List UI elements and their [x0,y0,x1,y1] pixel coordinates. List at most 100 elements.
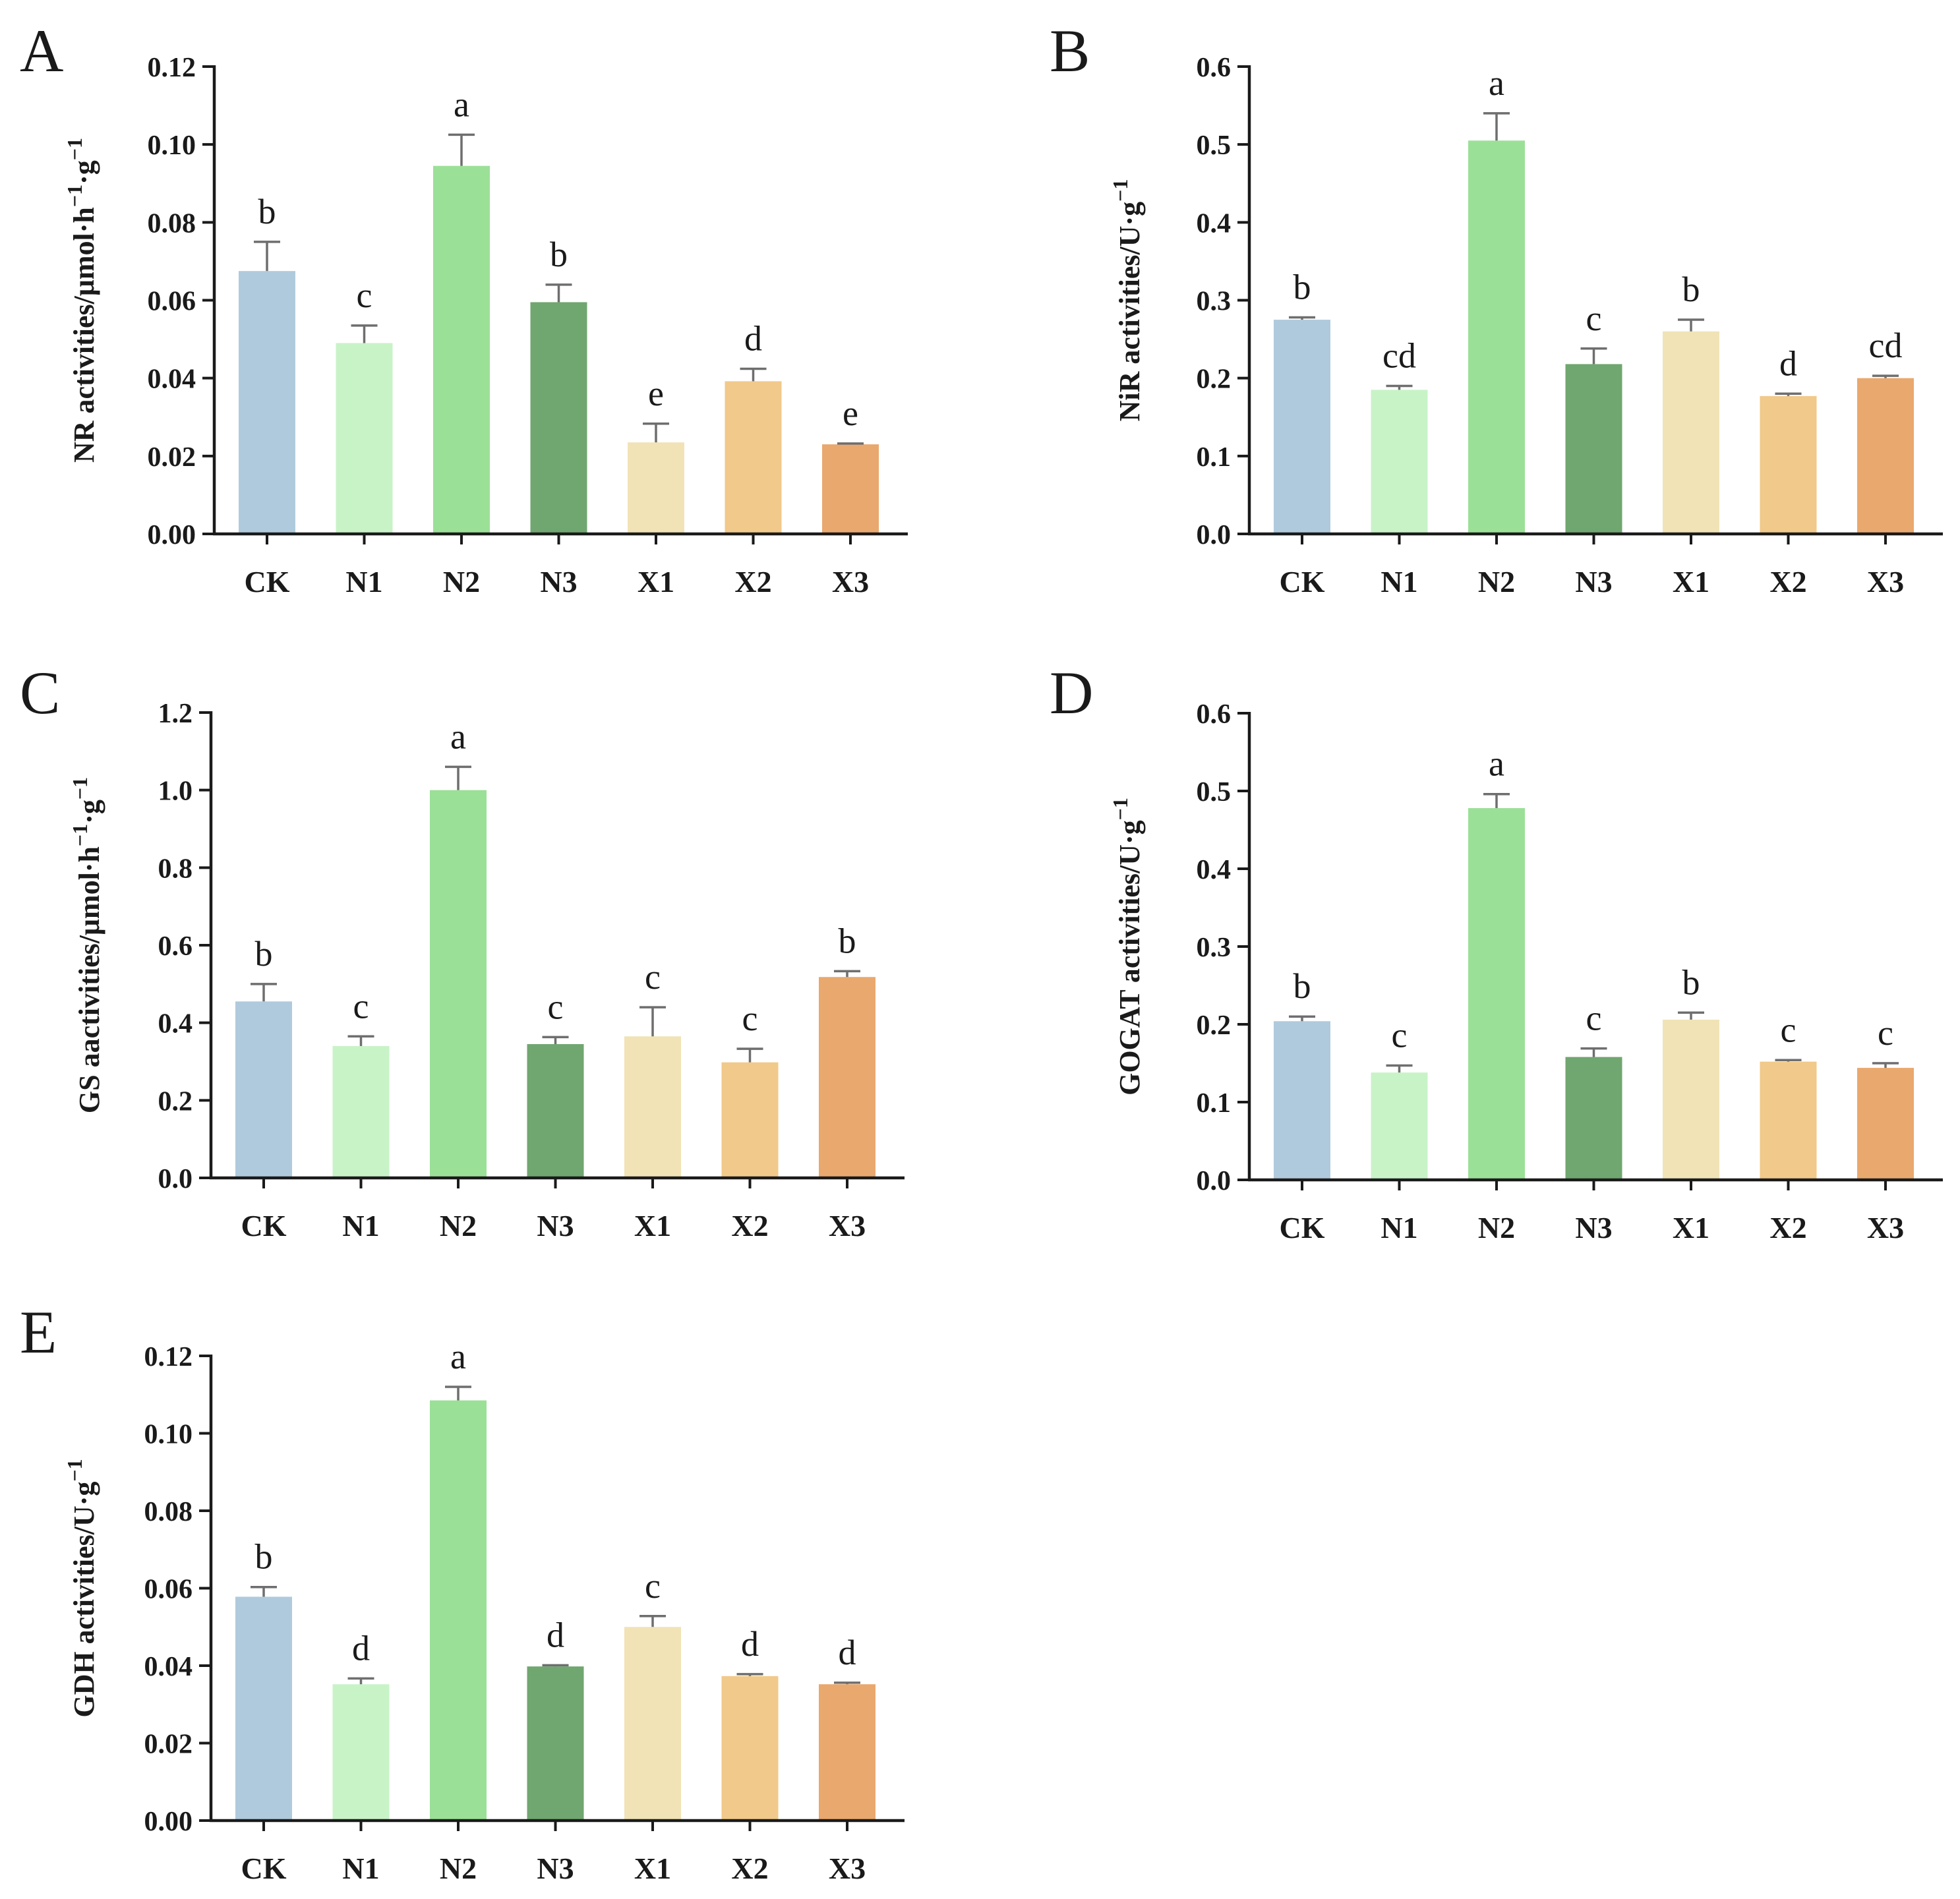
panel-c-bar-x1 [624,1036,681,1178]
panel-c-significance-n1: c [353,986,369,1026]
panel-d-xtick-x1: X1 [1673,1211,1709,1244]
panel-b-bar-x2 [1760,395,1817,534]
panel-c-significance-n2: a [450,716,466,756]
panel-a-significance-x3: e [843,394,858,433]
panel-e-error-bar-n2 [445,1386,471,1401]
panel-d-bar-ck [1274,1021,1330,1180]
panel-b-xtick-x3: X3 [1867,565,1904,599]
panel-e-error-bar-n1 [347,1677,374,1685]
panel-e-error-bar-x2 [736,1673,763,1676]
panel-e-significance-n3: d [547,1615,564,1654]
panel-e-ytick-label: 0.02 [144,1730,193,1760]
panel-b-significance-x1: b [1682,270,1700,309]
panel-a-bar-n1 [336,343,393,534]
panel-d-bar-x3 [1857,1068,1914,1180]
panel-d-xtick-ck: CK [1280,1211,1325,1244]
panel-d-ylabel: GOGAT activities/U·g−1 [1108,798,1146,1096]
panel-b-ylabel: NiR activities/U·g−1 [1108,179,1146,422]
panel-b-bar-n2 [1468,140,1525,535]
panel-a-xtick-x3: X3 [832,565,869,599]
panel-d-significance-x3: c [1878,1013,1893,1053]
panel-d-ytick-label: 0.6 [1197,699,1232,730]
panel-d-bar-x1 [1663,1019,1719,1180]
panel-d-bar-x2 [1760,1061,1817,1180]
panel-a-xtick-x2: X2 [734,565,771,599]
panel-a-error-bar-ck [254,241,280,272]
panel-e-error-bar-x3 [834,1681,860,1685]
panel-d-ytick-label: 0.1 [1197,1088,1232,1119]
panel-d-significance-ck: b [1293,966,1311,1006]
panel-c-error-bar-n1 [347,1035,374,1046]
panel-c-bar-n2 [430,790,487,1178]
panel-c-bar-n3 [527,1044,584,1178]
panel-e-bar-x2 [721,1676,779,1821]
panel-d-error-bar-n1 [1386,1064,1413,1073]
panel-b-error-bar-x2 [1775,392,1802,396]
panel-b-bar-n3 [1565,364,1622,534]
panel-a-letter: A [20,17,63,84]
panel-c-ylabel: GS aactivities/μmol·h−1·g−1 [68,777,105,1113]
panel-a-error-bar-n3 [545,283,572,303]
panel-d-error-bar-ck [1289,1015,1315,1022]
panel-d-bar-n2 [1468,807,1525,1180]
panel-e-bar-n2 [430,1400,487,1821]
panel-e-xtick-x3: X3 [829,1852,866,1885]
panel-b-xtick-ck: CK [1280,565,1325,599]
panel-b-error-bar-x1 [1678,318,1704,332]
panel-d-significance-n3: c [1586,999,1602,1038]
panel-c-ytick-label: 0.6 [158,931,193,962]
panel-d-xtick-n2: N2 [1478,1211,1515,1244]
panel-d-letter: D [1050,659,1093,726]
panel-d-significance-n2: a [1489,744,1504,784]
panel-c-ytick-label: 1.2 [158,699,193,729]
panel-a-ytick-label: 0.12 [148,53,196,83]
panel-e-significance-x2: d [741,1624,759,1664]
panel-d-ytick-label: 0.4 [1197,855,1232,885]
panel-b-letter: B [1050,17,1090,84]
panel-c-error-bar-x2 [736,1047,763,1063]
panel-c-xtick-n1: N1 [342,1209,379,1242]
panel-a-bar-x1 [628,442,684,534]
panel-d-ytick-label: 0.0 [1197,1166,1232,1196]
panel-c-significance-n3: c [548,987,564,1026]
panel-e-xtick-n3: N3 [537,1852,574,1885]
panel-e-bar-x1 [624,1627,681,1821]
panel-c-bar-x2 [721,1062,779,1178]
panel-c-ytick-label: 0.4 [158,1009,193,1039]
panel-d-xtick-x3: X3 [1867,1211,1904,1244]
panel-a-error-bar-n1 [351,324,378,343]
panel-a-xtick-n3: N3 [540,565,577,599]
panel-e-bar-n1 [332,1684,390,1821]
panel-a-error-bar-x2 [740,367,767,382]
panel-b-significance-n3: c [1586,299,1602,338]
panel-a-error-bar-n2 [448,133,475,166]
panel-e-xtick-n1: N1 [342,1852,379,1885]
panel-b-significance-n1: cd [1382,336,1416,375]
panel-c-significance-x3: b [839,921,856,960]
panel-c-xtick-n3: N3 [537,1209,574,1242]
panel-a-bar-x2 [725,381,782,534]
panel-a-significance-n3: b [550,235,568,274]
panel-e-significance-ck: b [255,1537,273,1577]
panel-c-ytick-label: 0.8 [158,854,193,884]
panel-c-error-bar-ck [251,983,277,1002]
panel-d-bar-n3 [1565,1057,1622,1180]
panel-b-error-bar-ck [1289,316,1315,320]
panel-e-xtick-x2: X2 [731,1852,768,1885]
panel-e-xtick-n2: N2 [440,1852,477,1885]
panel-c-bar-x3 [819,977,876,1178]
panel-e-bar-x3 [819,1684,876,1821]
panel-c-ytick-label: 0.0 [158,1164,193,1194]
panel-c-letter: C [20,659,60,726]
panel-c-significance-ck: b [255,934,273,974]
panel-c-error-bar-n2 [445,765,471,790]
panel-e-ytick-label: 0.00 [144,1807,193,1837]
panel-e-significance-x3: d [839,1633,856,1672]
panel-c-ytick-label: 1.0 [158,776,193,807]
panel-d-bar-n1 [1371,1072,1428,1180]
panel-a-significance-ck: b [258,192,276,231]
panel-e-ytick-label: 0.12 [144,1342,193,1372]
panel-c-significance-x1: c [645,957,661,997]
panel-b-ytick-label: 0.0 [1197,520,1232,550]
